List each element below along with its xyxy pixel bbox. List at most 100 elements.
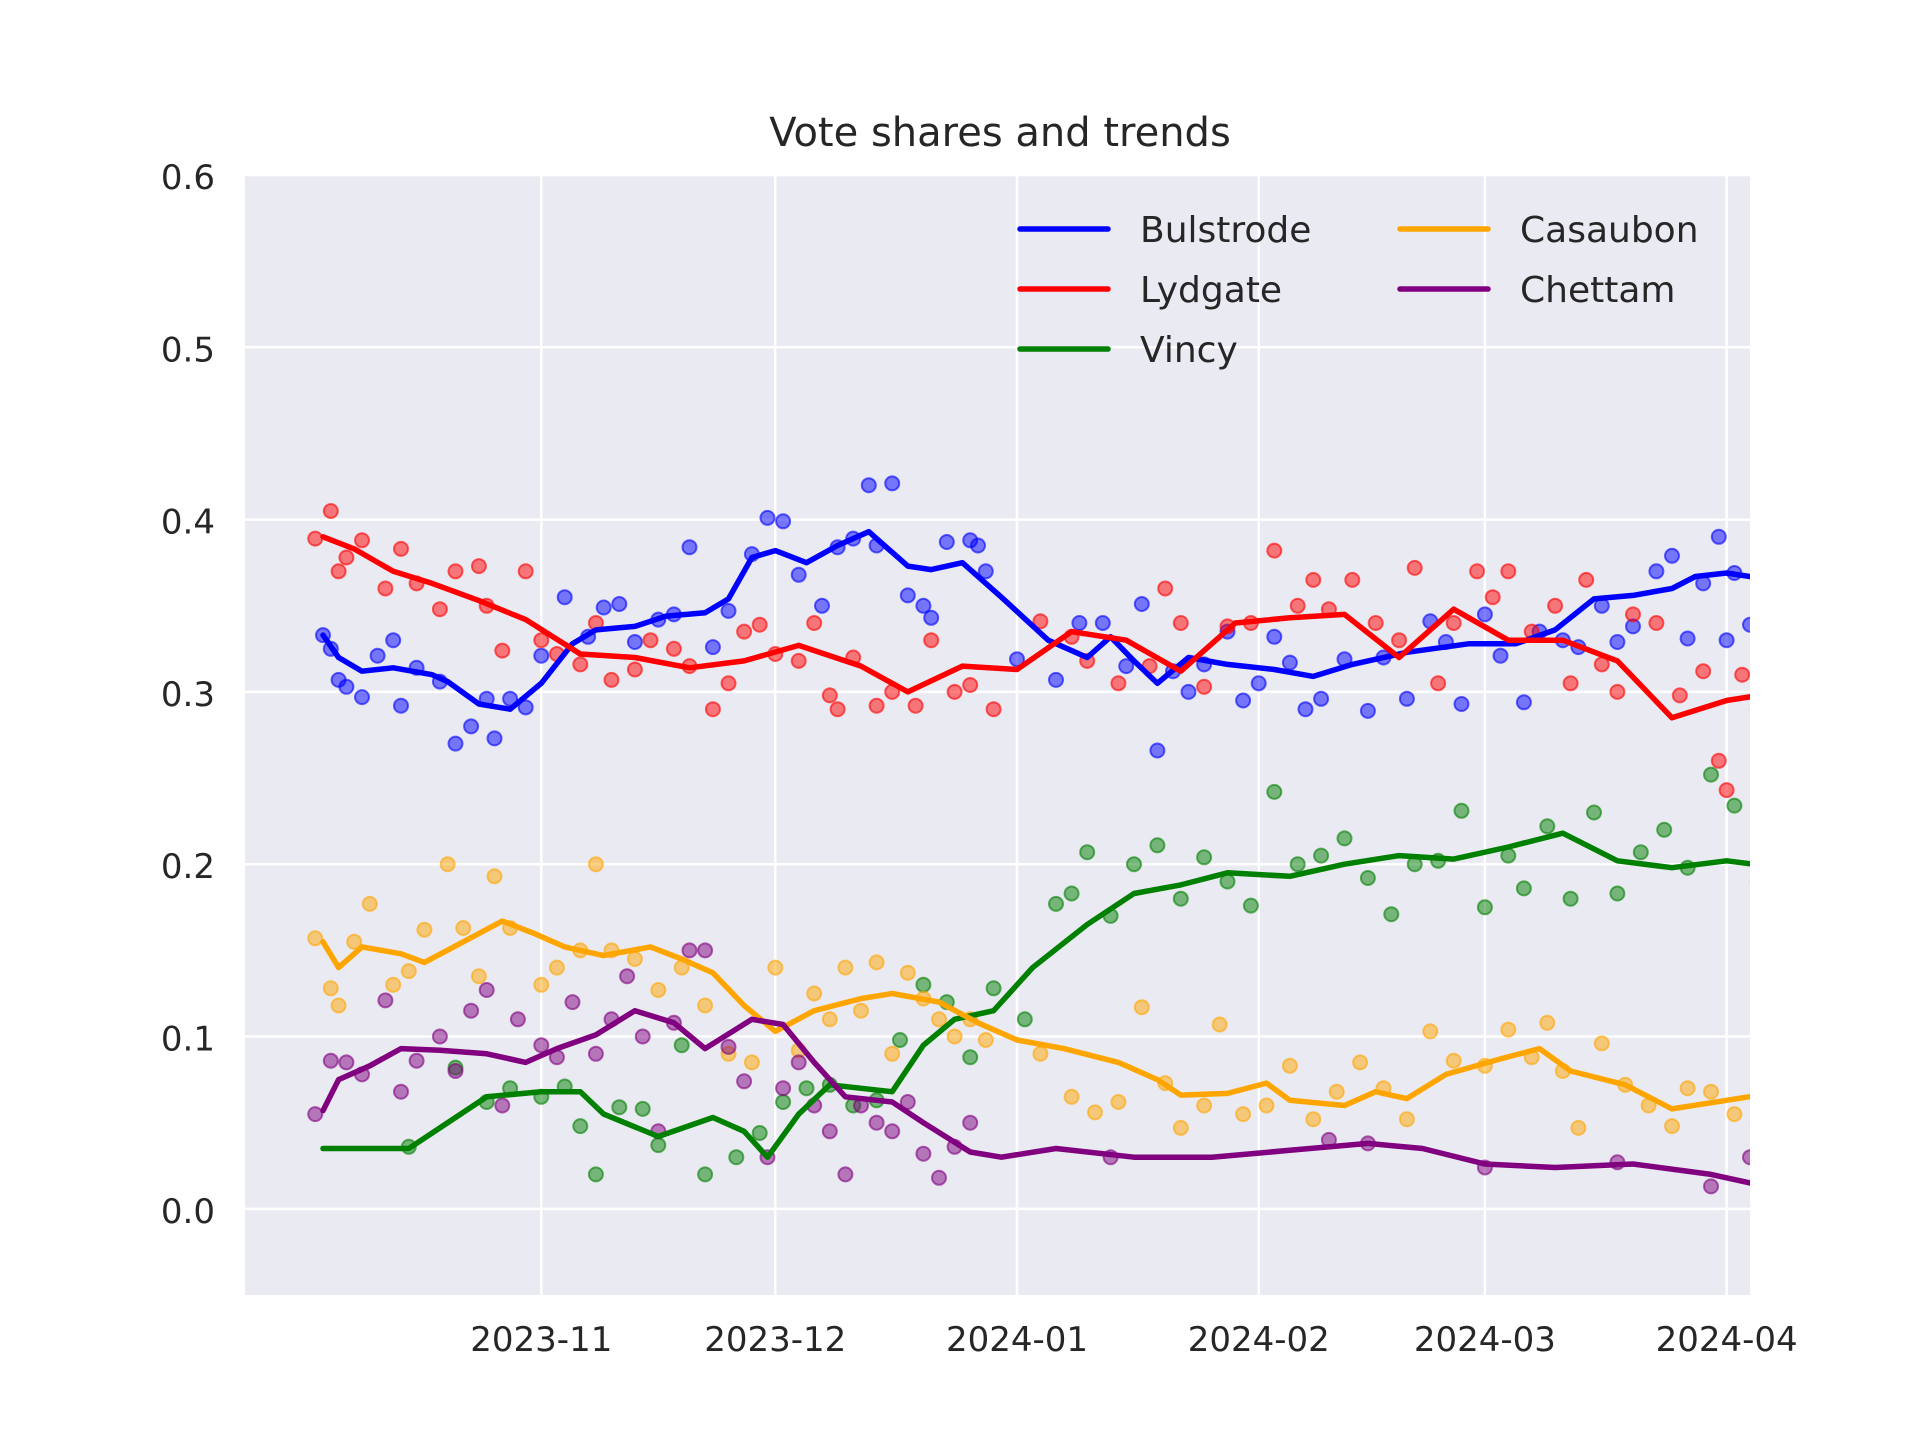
bulstrode-poll-point: [1266, 628, 1283, 645]
bulstrode-poll-point: [1149, 742, 1166, 759]
lydgate-poll-point: [946, 683, 963, 700]
y-tick-label: 0.4: [161, 503, 215, 543]
bulstrode-poll-point: [1515, 694, 1532, 711]
chettam-poll-point: [338, 1054, 355, 1071]
casaubon-poll-point: [416, 921, 433, 938]
lydgate-poll-point: [907, 697, 924, 714]
chettam-poll-point: [931, 1169, 947, 1186]
vincy-poll-point: [1172, 890, 1189, 907]
bulstrode-poll-point: [1359, 702, 1376, 719]
vincy-poll-point: [1453, 802, 1470, 819]
lydgate-poll-point: [1305, 571, 1322, 588]
casaubon-poll-point: [1593, 1035, 1610, 1052]
bulstrode-poll-point: [1398, 690, 1415, 707]
lydgate-poll-point: [338, 549, 355, 566]
chettam-poll-point: [736, 1073, 753, 1090]
casaubon-poll-point: [322, 980, 339, 997]
lydgate-poll-point: [704, 701, 721, 718]
vincy-poll-point: [1703, 766, 1719, 783]
y-tick-label: 0.1: [161, 1020, 215, 1060]
vincy-poll-point: [634, 1100, 651, 1117]
lydgate-poll-point: [642, 632, 659, 649]
bulstrode-poll-point: [1718, 632, 1735, 649]
y-tick-label: 0.3: [161, 675, 215, 715]
chettam-poll-point: [821, 1123, 838, 1140]
bulstrode-poll-point: [626, 634, 643, 650]
lydgate-poll-point: [665, 640, 682, 657]
legend-label-vincy: Vincy: [1140, 330, 1238, 371]
vincy-poll-point: [1515, 880, 1532, 897]
chart-title: Vote shares and trends: [769, 110, 1231, 156]
lydgate-poll-point: [1484, 589, 1501, 606]
chettam-poll-point: [775, 1080, 792, 1097]
vincy-poll-point: [1149, 837, 1166, 854]
lydgate-poll-point: [1609, 683, 1626, 700]
vincy-poll-point: [1289, 856, 1306, 873]
lydgate-poll-point: [790, 652, 807, 669]
chettam-poll-point: [587, 1045, 604, 1062]
y-tick-label: 0.2: [161, 847, 215, 887]
casaubon-poll-point: [1679, 1080, 1696, 1097]
lydgate-poll-point: [923, 632, 940, 649]
lydgate-poll-point: [985, 701, 1002, 718]
casaubon-poll-point: [1258, 1097, 1275, 1114]
casaubon-poll-point: [1235, 1106, 1252, 1123]
bulstrode-poll-point: [1476, 606, 1493, 623]
bulstrode-poll-point: [1180, 683, 1197, 700]
vincy-poll-point: [985, 980, 1002, 997]
vincy-poll-point: [962, 1049, 979, 1066]
vincy-poll-point: [611, 1099, 628, 1116]
chettam-poll-point: [868, 1114, 885, 1131]
lydgate-poll-point: [494, 642, 511, 659]
bulstrode-poll-point: [611, 596, 628, 612]
casaubon-poll-point: [470, 968, 487, 985]
bulstrode-poll-point: [1609, 634, 1626, 650]
casaubon-poll-point: [533, 976, 550, 993]
casaubon-poll-point: [385, 976, 402, 993]
casaubon-poll-point: [806, 985, 823, 1002]
casaubon-poll-point: [330, 997, 347, 1014]
lydgate-poll-point: [821, 687, 838, 704]
bulstrode-poll-point: [393, 697, 409, 714]
casaubon-poll-point: [626, 951, 643, 967]
bulstrode-poll-point: [775, 513, 792, 530]
casaubon-poll-point: [1172, 1119, 1189, 1136]
vincy-poll-point: [1336, 830, 1353, 847]
lydgate-poll-point: [1469, 563, 1486, 580]
casaubon-poll-point: [1445, 1052, 1462, 1069]
chettam-poll-point: [634, 1028, 651, 1045]
lydgate-poll-point: [1289, 597, 1306, 614]
x-tick-label: 2024-02: [1188, 1320, 1330, 1360]
chettam-poll-point: [494, 1097, 511, 1114]
lydgate-poll-point: [1391, 632, 1408, 649]
chettam-poll-point: [681, 942, 698, 959]
chettam-poll-point: [962, 1114, 979, 1131]
x-axis-ticks: 2023-11 2023-12 2024-01 2024-02 2024-03 2024-…: [470, 1320, 1797, 1360]
lydgate-poll-point: [1648, 615, 1665, 631]
vincy-trend-line: [320, 830, 1750, 1160]
bulstrode-poll-point: [1492, 647, 1509, 664]
bulstrode-poll-point: [1118, 658, 1135, 675]
casaubon-poll-point: [1703, 1083, 1719, 1100]
bulstrode-poll-point: [977, 563, 994, 580]
lydgate-poll-point: [572, 656, 589, 673]
vincy-poll-point: [1266, 783, 1283, 800]
bulstrode-poll-point: [899, 587, 916, 604]
bulstrode-poll-point: [338, 678, 355, 695]
vincy-poll-point: [1359, 870, 1376, 886]
lydgate-poll-point: [626, 661, 643, 678]
lydgate-poll-point: [1445, 615, 1462, 631]
vincy-poll-point: [1126, 856, 1142, 873]
chettam-poll-point: [408, 1052, 425, 1069]
chettam-poll-point: [377, 992, 394, 1009]
casaubon-poll-point: [1196, 1097, 1213, 1114]
casaubon-poll-point: [1281, 1057, 1298, 1074]
vincy-poll-point: [1476, 899, 1493, 916]
casaubon-poll-point: [821, 1011, 838, 1028]
vincy-poll-point: [572, 1118, 589, 1135]
lydgate-poll-point: [1032, 613, 1049, 630]
bulstrode-poll-point: [517, 699, 534, 716]
vincy-poll-point: [798, 1080, 815, 1097]
casaubon-poll-point: [1726, 1106, 1743, 1123]
